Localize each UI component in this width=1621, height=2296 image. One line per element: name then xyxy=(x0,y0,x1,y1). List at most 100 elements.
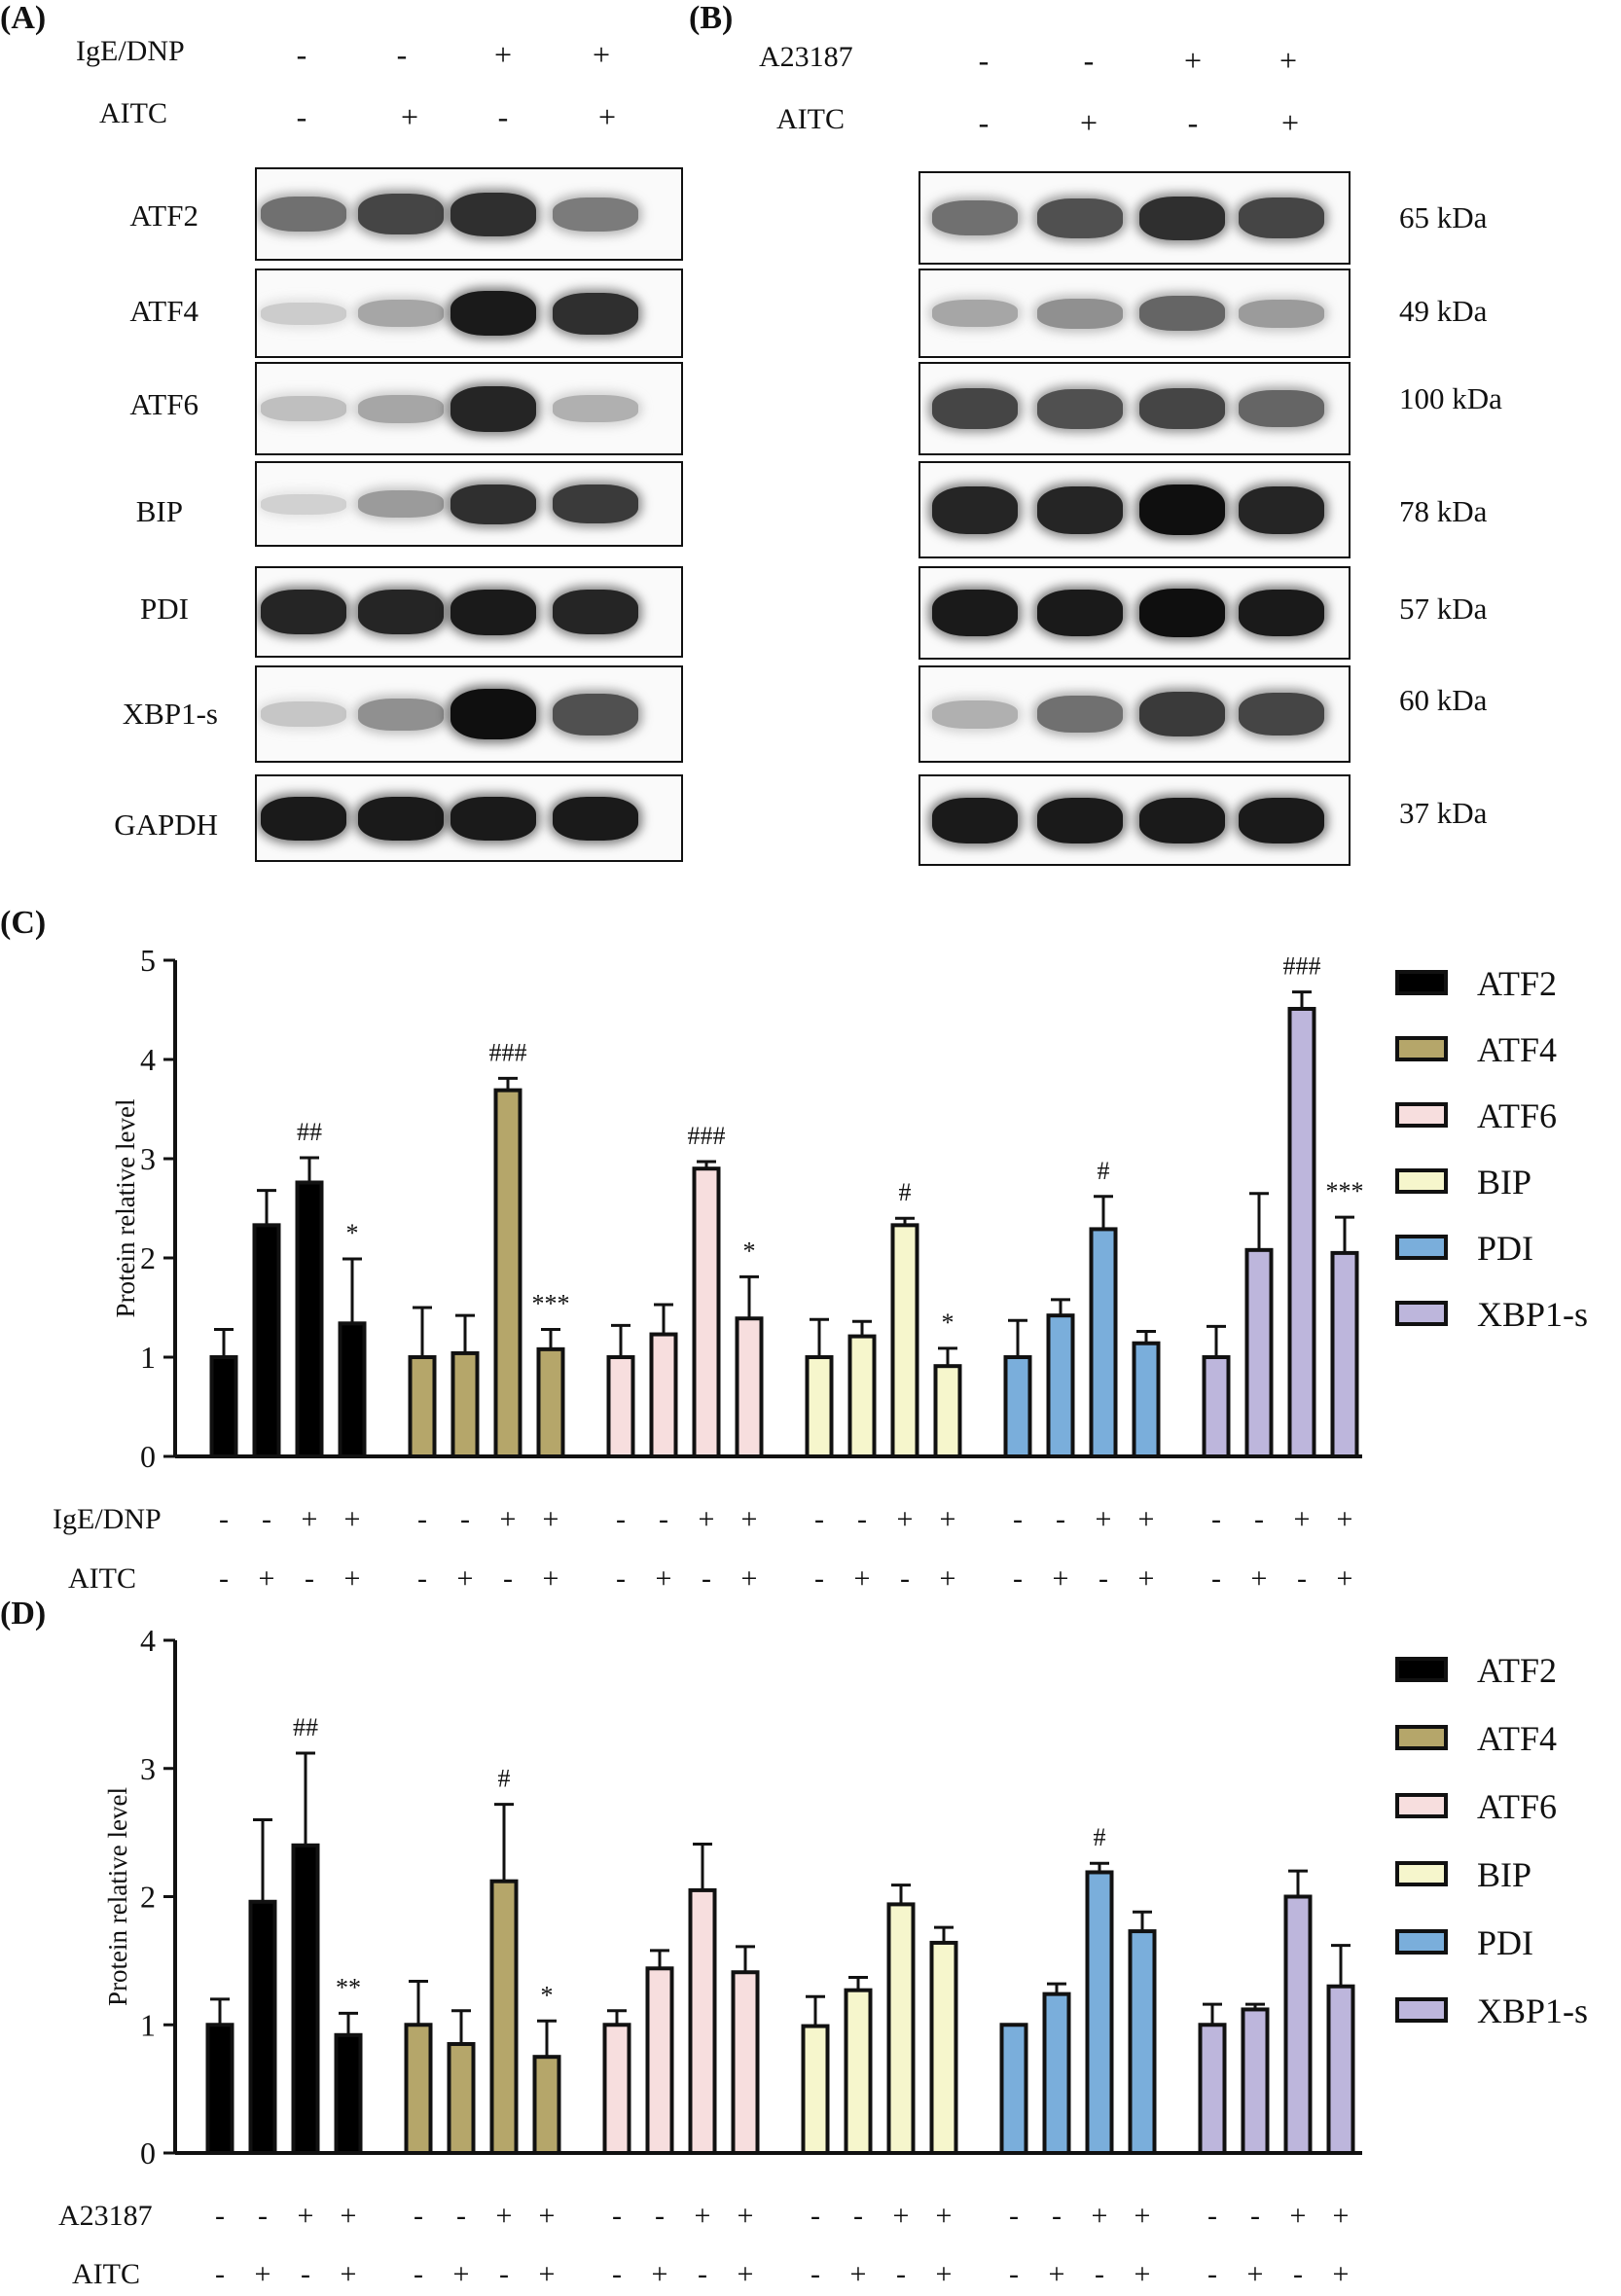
blot-band xyxy=(358,394,444,423)
condition-sign: - xyxy=(655,2200,665,2232)
condition-sign: - xyxy=(810,2200,820,2232)
panel-b-cond1-sign: - xyxy=(1083,43,1095,78)
condition-sign: - xyxy=(698,2258,707,2290)
condition-sign: - xyxy=(702,1562,711,1595)
blot-label-atf4: ATF4 xyxy=(129,294,198,328)
y-tick-label: 4 xyxy=(140,1042,156,1077)
condition-sign: - xyxy=(414,2258,423,2290)
bar-atf6 xyxy=(735,1316,764,1458)
blot-strip-pdi xyxy=(919,566,1351,660)
blot-strip-atf2 xyxy=(255,167,683,261)
legend-label-atf6: ATF6 xyxy=(1477,1787,1557,1826)
condition-sign: - xyxy=(503,1562,513,1595)
condition-sign: - xyxy=(258,2200,268,2232)
bar-atf6 xyxy=(602,2023,631,2155)
bar-bip xyxy=(886,1902,916,2155)
bar-pdi xyxy=(1085,1870,1114,2155)
condition-sign: - xyxy=(896,2258,906,2290)
condition-sign: + xyxy=(738,2200,754,2232)
blot-band xyxy=(1239,590,1324,636)
bar-bip xyxy=(890,1223,919,1458)
blot-band xyxy=(932,300,1018,327)
condition-sign: + xyxy=(1138,1562,1155,1595)
blot-band xyxy=(261,493,346,515)
panel-a-cond2-sign: - xyxy=(497,99,509,134)
blot-band xyxy=(1037,197,1123,238)
condition-sign: + xyxy=(500,1503,517,1535)
panel-b-cond2-sign: - xyxy=(1187,105,1199,140)
condition-sign: + xyxy=(1049,2258,1065,2290)
condition-sign: + xyxy=(341,2200,357,2232)
panel-b-letter: (B) xyxy=(689,0,734,36)
blot-band xyxy=(450,796,536,841)
significance-label: ### xyxy=(1283,952,1321,981)
bar-bip xyxy=(801,2024,830,2155)
blot-band xyxy=(261,701,346,727)
panel-a-cond2-sign: + xyxy=(400,99,419,134)
blot-band xyxy=(553,796,638,841)
condition-sign: + xyxy=(936,2200,953,2232)
condition-sign: + xyxy=(936,2258,953,2290)
condition-sign: - xyxy=(1207,2200,1217,2232)
panel-a-cond1-sign: + xyxy=(592,37,611,72)
blot-band xyxy=(1139,797,1225,843)
bar-bip xyxy=(844,1988,873,2155)
blot-band xyxy=(932,590,1018,636)
y-tick-label: 1 xyxy=(140,1340,156,1375)
condition-sign: - xyxy=(1250,2200,1260,2232)
blot-label-atf2: ATF2 xyxy=(129,198,198,233)
blot-band xyxy=(1037,485,1123,534)
blot-band xyxy=(1239,485,1324,534)
condition-sign: + xyxy=(741,1562,758,1595)
bar-atf4 xyxy=(536,1346,565,1458)
panel-a-cond1-sign: - xyxy=(396,37,408,72)
y-tick-label: 1 xyxy=(140,2007,156,2042)
blot-band xyxy=(932,700,1018,729)
panel-a-cond1-sign: + xyxy=(493,37,513,72)
condition-sign: + xyxy=(652,2258,668,2290)
bar-pdi xyxy=(1003,1355,1032,1458)
blot-band xyxy=(261,396,346,421)
bar-bip xyxy=(847,1334,877,1458)
bar-atf2 xyxy=(205,2023,234,2155)
blot-band xyxy=(1239,197,1324,238)
blot-band xyxy=(1139,692,1225,736)
condition-sign: - xyxy=(1013,1562,1023,1595)
legend-swatch-pdi xyxy=(1395,1929,1448,1955)
kda-label-gapdh: 37 kDa xyxy=(1399,796,1488,830)
condition-sign: + xyxy=(893,2200,910,2232)
bar-atf6 xyxy=(688,1887,717,2155)
blot-label-gapdh: GAPDH xyxy=(114,807,218,842)
bar-atf6 xyxy=(606,1355,635,1458)
blot-band xyxy=(261,796,346,841)
panel-a-cond1-label: IgE/DNP xyxy=(76,35,185,67)
bar-bip xyxy=(805,1355,834,1458)
condition-sign: + xyxy=(1092,2200,1108,2232)
panel-b-cond1-sign: + xyxy=(1183,43,1203,78)
blot-strip-atf4 xyxy=(255,269,683,358)
legend-label-bip: BIP xyxy=(1477,1163,1531,1202)
panel-b-cond1-sign: - xyxy=(978,43,990,78)
condition-sign: - xyxy=(262,1503,271,1535)
significance-label: # xyxy=(899,1178,912,1206)
panel-c-letter: (C) xyxy=(0,905,47,941)
blot-band xyxy=(261,302,346,325)
bar-atf4 xyxy=(408,1355,437,1458)
blot-strip-atf2 xyxy=(919,171,1351,265)
blot-band xyxy=(1139,388,1225,429)
blot-band xyxy=(450,689,536,739)
legend-swatch-atf6 xyxy=(1395,1102,1448,1128)
kda-label-pdi: 57 kDa xyxy=(1399,592,1488,626)
condition-sign: + xyxy=(259,1562,275,1595)
panel-b-cond1-label: A23187 xyxy=(759,41,853,73)
bar-xbp1-s xyxy=(1241,2007,1270,2155)
blot-band xyxy=(932,797,1018,843)
condition-sign: + xyxy=(1138,1503,1155,1535)
condition-sign: + xyxy=(457,1562,474,1595)
condition-sign: + xyxy=(738,2258,754,2290)
legend-label-bip: BIP xyxy=(1477,1855,1531,1894)
condition-sign: - xyxy=(215,2200,225,2232)
significance-label: # xyxy=(1098,1157,1110,1185)
condition-sign: - xyxy=(814,1503,824,1535)
blot-band xyxy=(553,292,638,335)
